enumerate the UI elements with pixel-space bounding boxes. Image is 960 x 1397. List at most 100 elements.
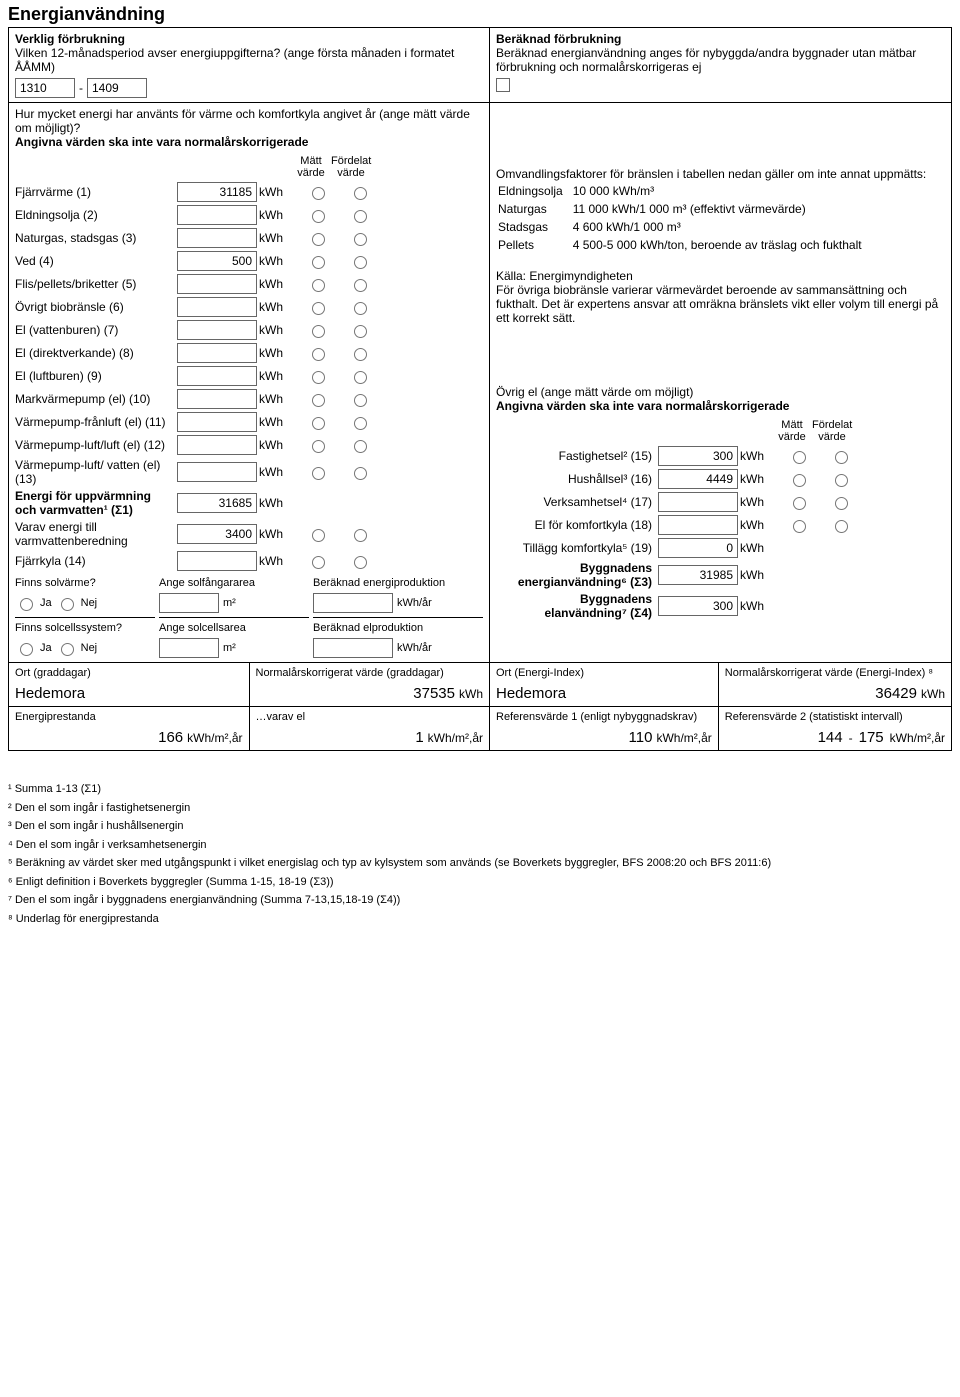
- ovrig-matt[interactable]: [793, 497, 806, 510]
- energy-row-fordelat[interactable]: [354, 348, 367, 361]
- solcell-ja[interactable]: [20, 643, 33, 656]
- energy-row-input[interactable]: [177, 462, 257, 482]
- energy-row-matt[interactable]: [312, 371, 325, 384]
- energy-row-input[interactable]: [177, 320, 257, 340]
- norm-graddagar-value: 37535: [413, 685, 455, 702]
- ref2-label: Referensvärde 2 (statistiskt intervall): [725, 711, 945, 723]
- energy-row-fordelat[interactable]: [354, 233, 367, 246]
- energy-row-matt[interactable]: [312, 394, 325, 407]
- ovrig-row-unit: kWh: [740, 495, 776, 509]
- energy-row-input[interactable]: [177, 412, 257, 432]
- varm-fordelat[interactable]: [354, 529, 367, 542]
- solprod-input[interactable]: [313, 593, 393, 613]
- energy-row-matt[interactable]: [312, 187, 325, 200]
- beraknad-checkbox[interactable]: [496, 78, 510, 92]
- energy-row-fordelat[interactable]: [354, 371, 367, 384]
- period-from-input[interactable]: [15, 78, 75, 98]
- energy-row-matt[interactable]: [312, 279, 325, 292]
- ovrig-row-unit: kWh: [740, 472, 776, 486]
- ep-label: Energiprestanda: [15, 711, 243, 723]
- ovrig-matt[interactable]: [793, 474, 806, 487]
- ovrig-fordelat[interactable]: [835, 520, 848, 533]
- energy-row-input[interactable]: [177, 251, 257, 271]
- ref1-value: 110: [629, 729, 653, 746]
- energy-row-fordelat[interactable]: [354, 325, 367, 338]
- energy-row-unit: kWh: [259, 300, 295, 314]
- energy-row-input[interactable]: [177, 274, 257, 294]
- energy-row-fordelat[interactable]: [354, 302, 367, 315]
- energy-row-unit: kWh: [259, 438, 295, 452]
- ref2-from: 144: [818, 729, 843, 746]
- ovrig-row-input[interactable]: [658, 515, 738, 535]
- footnote: ¹ Summa 1-13 (Σ1): [8, 781, 952, 798]
- solcell-q: Finns solcellssystem?: [15, 617, 155, 634]
- energy-row-matt[interactable]: [312, 417, 325, 430]
- energy-row-input[interactable]: [177, 297, 257, 317]
- sum1-unit: kWh: [259, 496, 295, 510]
- energy-note: Angivna värden ska inte vara normalårsko…: [15, 135, 483, 149]
- energy-row-input[interactable]: [177, 343, 257, 363]
- ovrig-row-input[interactable]: [658, 538, 738, 558]
- fjarrkyla-value[interactable]: [177, 551, 257, 571]
- factor-value: 4 500-5 000 kWh/ton, beroende av träslag…: [573, 237, 870, 253]
- energy-row-fordelat[interactable]: [354, 440, 367, 453]
- energy-row-fordelat[interactable]: [354, 187, 367, 200]
- ort-graddagar-value: Hedemora: [15, 685, 243, 702]
- ovrig-matt[interactable]: [793, 520, 806, 533]
- ref2-dash: -: [849, 731, 853, 745]
- energy-row-unit: kWh: [259, 277, 295, 291]
- energy-row-fordelat[interactable]: [354, 210, 367, 223]
- energy-row-matt[interactable]: [312, 440, 325, 453]
- ovrig-row-input[interactable]: [658, 446, 738, 466]
- energy-row-label: Markvärmepump (el) (10): [15, 392, 175, 406]
- fjarrkyla-matt[interactable]: [312, 556, 325, 569]
- energy-row-input[interactable]: [177, 389, 257, 409]
- ovrig-row-label: Tillägg komfortkyla⁵ (19): [496, 541, 656, 555]
- energy-row-matt[interactable]: [312, 325, 325, 338]
- energy-row-label: El (vattenburen) (7): [15, 323, 175, 337]
- energy-row-label: Eldningsolja (2): [15, 208, 175, 222]
- energy-row-unit: kWh: [259, 415, 295, 429]
- footnote: ⁸ Underlag för energiprestanda: [8, 911, 952, 928]
- energy-row-fordelat[interactable]: [354, 467, 367, 480]
- solarea-input[interactable]: [159, 593, 219, 613]
- energy-row-matt[interactable]: [312, 302, 325, 315]
- sum1-value[interactable]: [177, 493, 257, 513]
- solcell-nej[interactable]: [61, 643, 74, 656]
- footnote: ² Den el som ingår i fastighetsenergin: [8, 800, 952, 817]
- col-matt: Mätt värde: [291, 155, 331, 179]
- energy-row-matt[interactable]: [312, 467, 325, 480]
- cellprod-input[interactable]: [313, 638, 393, 658]
- energy-row-fordelat[interactable]: [354, 279, 367, 292]
- sum4-value[interactable]: [658, 596, 738, 616]
- varm-value[interactable]: [177, 524, 257, 544]
- energy-row-fordelat[interactable]: [354, 256, 367, 269]
- energy-row-fordelat[interactable]: [354, 394, 367, 407]
- ovrig-matt[interactable]: [793, 451, 806, 464]
- energy-row-matt[interactable]: [312, 256, 325, 269]
- energy-row-input[interactable]: [177, 366, 257, 386]
- ovrig-row-input[interactable]: [658, 492, 738, 512]
- varm-matt[interactable]: [312, 529, 325, 542]
- energy-row-matt[interactable]: [312, 348, 325, 361]
- energy-row-matt[interactable]: [312, 210, 325, 223]
- ovrig-fordelat[interactable]: [835, 474, 848, 487]
- energy-row-fordelat[interactable]: [354, 417, 367, 430]
- energy-row-unit: kWh: [259, 465, 295, 479]
- energy-row-input[interactable]: [177, 205, 257, 225]
- cellarea-input[interactable]: [159, 638, 219, 658]
- energy-row-input[interactable]: [177, 435, 257, 455]
- sum3-value[interactable]: [658, 565, 738, 585]
- varm-label: Varav energi till varmvattenberedning: [15, 520, 175, 548]
- energy-row-input[interactable]: [177, 228, 257, 248]
- ovrig-fordelat[interactable]: [835, 497, 848, 510]
- solvarme-nej[interactable]: [61, 598, 74, 611]
- ovrig-fordelat[interactable]: [835, 451, 848, 464]
- ovrig-row-input[interactable]: [658, 469, 738, 489]
- period-to-input[interactable]: [87, 78, 147, 98]
- solvarme-ja[interactable]: [20, 598, 33, 611]
- energy-row-matt[interactable]: [312, 233, 325, 246]
- energy-row-label: Ved (4): [15, 254, 175, 268]
- energy-row-input[interactable]: [177, 182, 257, 202]
- fjarrkyla-fordelat[interactable]: [354, 556, 367, 569]
